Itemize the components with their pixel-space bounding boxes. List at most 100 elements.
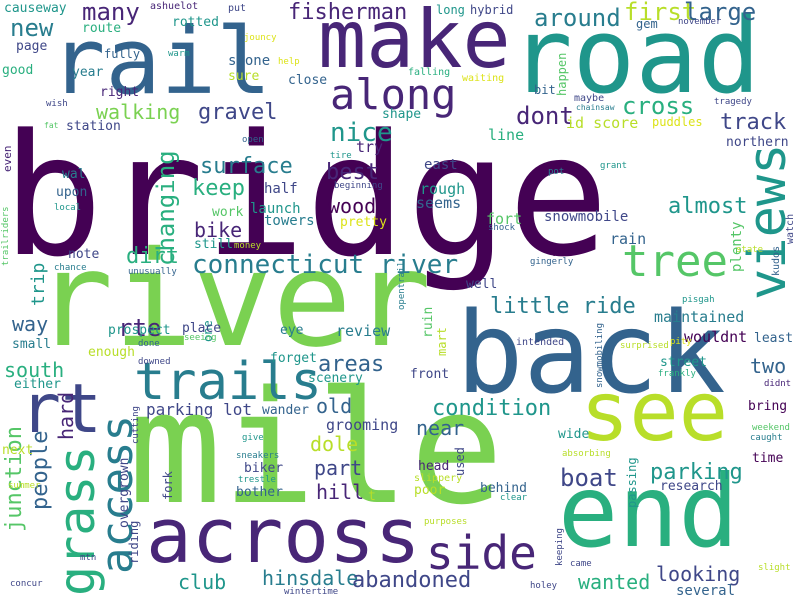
word-tire: tire	[330, 151, 352, 161]
word-mtn: mtn	[80, 553, 97, 563]
word-causeway: causeway	[4, 1, 67, 16]
word-warm: warm	[168, 49, 190, 59]
word-puddles: puddles	[652, 115, 703, 129]
word-street: street	[660, 355, 707, 370]
word-year: year	[72, 65, 104, 80]
word-hinsdale: hinsdale	[262, 566, 359, 590]
word-head: head	[418, 459, 450, 474]
word-november: november	[678, 17, 722, 27]
word-next: next	[2, 443, 34, 458]
word-abandoned: abandoned	[352, 568, 472, 593]
word-maintained: maintained	[654, 308, 745, 326]
word-gravel: gravel	[198, 100, 278, 125]
word-jouncy: jouncy	[244, 33, 277, 43]
word-maybe: maybe	[574, 93, 605, 104]
word-boat: boat	[560, 464, 618, 492]
word-end: end	[558, 453, 739, 570]
word-pot: pot	[548, 167, 565, 177]
word-research: research	[660, 479, 723, 494]
word-bridge: bridge	[2, 98, 609, 294]
word-chance: chance	[54, 263, 87, 273]
word-wood: wood	[328, 194, 377, 218]
word-snowmobiling: snowmobiling	[595, 322, 605, 388]
word-large: large	[684, 0, 757, 26]
word-shape: shape	[382, 107, 422, 122]
word-launch: launch	[250, 201, 301, 217]
word-clear: clear	[500, 493, 528, 503]
word-purposes: purposes	[424, 517, 468, 527]
word-fork: fork	[161, 471, 175, 500]
word-rough: rough	[420, 180, 466, 198]
word-make: make	[318, 0, 511, 86]
word-looking: looking	[656, 562, 741, 586]
word-happen: happen	[555, 52, 569, 96]
word-rail: rail	[50, 8, 272, 115]
word-beginning: beginning	[334, 181, 383, 191]
word-track: track	[720, 110, 787, 135]
word-fort: fort	[486, 210, 523, 228]
word-across: across	[146, 491, 421, 580]
word-part: part	[314, 456, 363, 480]
word-bike: bike	[194, 218, 243, 242]
word-open: open	[242, 135, 264, 145]
word-upon: upon	[56, 185, 88, 200]
word-surprised: surprised	[620, 341, 669, 351]
word-review: review	[336, 322, 391, 340]
word-pity: pity	[670, 337, 692, 347]
word-shock: shock	[488, 223, 516, 233]
word-didnt: didnt	[764, 379, 792, 389]
word-ashuelot: ashuelot	[150, 1, 199, 12]
word-forget: forget	[270, 351, 317, 366]
word-good: good	[2, 63, 34, 78]
word-gingerly: gingerly	[530, 257, 574, 267]
word-near: near	[416, 416, 465, 440]
word-half: half	[264, 181, 298, 197]
word-south: south	[4, 358, 65, 382]
word-slight: slight	[758, 563, 791, 573]
word-eye: eye	[280, 323, 304, 338]
word-parking: parking	[650, 460, 743, 485]
word-rotted: rotted	[172, 15, 219, 30]
word-hybrid: hybrid	[470, 3, 514, 17]
word-state: state	[736, 245, 764, 255]
word-well: well	[466, 277, 498, 292]
word-weekend: weekend	[752, 423, 790, 433]
word-work: work	[212, 205, 244, 220]
word-absorbing: absorbing	[562, 449, 611, 459]
word-condition: condition	[432, 396, 552, 421]
word-towers: towers	[264, 213, 315, 229]
word-areas: areas	[318, 352, 385, 377]
word-nh: nh	[552, 242, 571, 260]
word-page: page	[16, 39, 48, 54]
word-right: right	[100, 85, 140, 100]
word-rte: rte	[118, 314, 162, 342]
word-unusually: unusually	[128, 267, 177, 277]
word-falling: falling	[408, 67, 451, 78]
word-bit: bit	[534, 83, 556, 97]
word-downed: downed	[138, 357, 171, 367]
word-seeing: seeing	[184, 333, 217, 343]
word-slippery: slippery	[414, 473, 463, 484]
word-behind: behind	[480, 481, 527, 496]
word-mile: mile	[128, 357, 504, 539]
word-wide: wide	[558, 427, 590, 442]
word-people: people	[28, 430, 53, 510]
word-grant: grant	[600, 161, 628, 171]
word-kudos: kudos	[771, 245, 782, 276]
word-wish: wish	[46, 99, 68, 109]
word-trails: trails	[134, 352, 322, 412]
word-try: try	[356, 138, 384, 156]
word-grooming: grooming	[326, 416, 399, 434]
word-first: first	[624, 0, 697, 26]
word-river: river	[34, 223, 432, 377]
word-still: still	[194, 237, 234, 252]
word-old: old	[316, 394, 353, 418]
word-wal: wal	[62, 167, 86, 182]
word-see: see	[580, 365, 729, 460]
word-fisherman: fisherman	[288, 0, 408, 25]
word-opentrail: opentrail	[397, 261, 407, 310]
word-cutting: cutting	[131, 406, 141, 444]
word-new: new	[10, 14, 54, 42]
word-bring: bring	[748, 399, 788, 414]
